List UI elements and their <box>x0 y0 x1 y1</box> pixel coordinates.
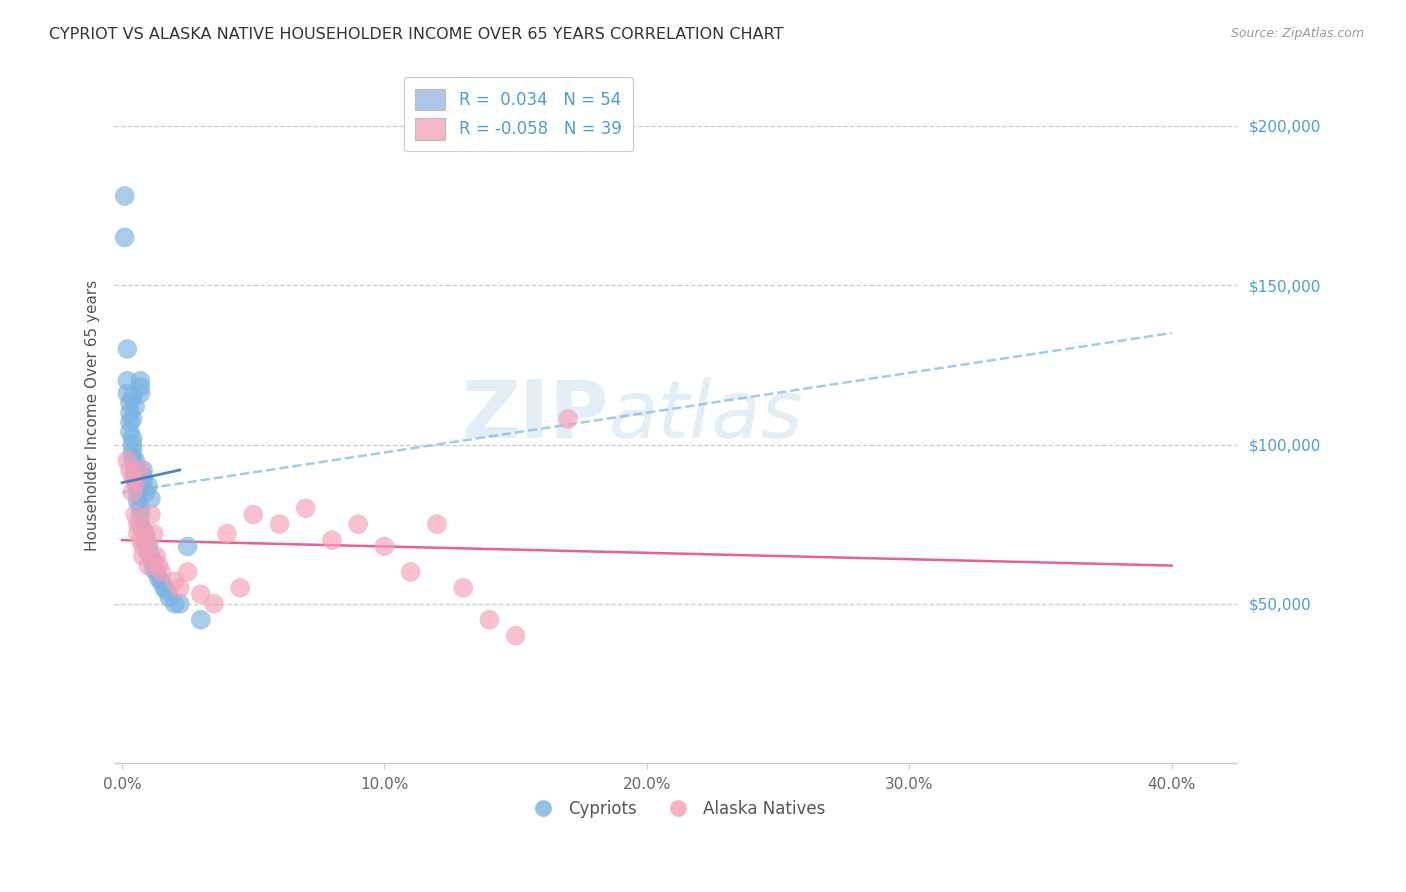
Point <box>127 526 149 541</box>
Point <box>145 565 167 579</box>
Point <box>132 469 155 483</box>
Point <box>127 482 149 496</box>
Point <box>135 530 157 544</box>
Point <box>127 475 149 490</box>
Point <box>124 508 146 522</box>
Point <box>121 469 143 483</box>
Point <box>156 584 179 599</box>
Point <box>557 412 579 426</box>
Point <box>129 501 152 516</box>
Point <box>142 555 165 569</box>
Point <box>169 597 191 611</box>
Point <box>505 629 527 643</box>
Point <box>117 386 139 401</box>
Point <box>163 574 186 589</box>
Point <box>114 189 136 203</box>
Point <box>426 517 449 532</box>
Text: Source: ZipAtlas.com: Source: ZipAtlas.com <box>1230 27 1364 40</box>
Point <box>163 597 186 611</box>
Y-axis label: Householder Income Over 65 years: Householder Income Over 65 years <box>86 280 100 551</box>
Point <box>136 540 159 554</box>
Point <box>121 431 143 445</box>
Point <box>135 536 157 550</box>
Point <box>150 574 173 589</box>
Point <box>127 517 149 532</box>
Point <box>321 533 343 547</box>
Point <box>176 540 198 554</box>
Point <box>117 374 139 388</box>
Point <box>132 540 155 554</box>
Point <box>139 491 162 506</box>
Point <box>136 558 159 573</box>
Point <box>118 415 141 429</box>
Point <box>136 540 159 554</box>
Point <box>373 540 395 554</box>
Point <box>135 526 157 541</box>
Point <box>121 443 143 458</box>
Point <box>124 453 146 467</box>
Point <box>145 549 167 563</box>
Point <box>124 475 146 490</box>
Point <box>242 508 264 522</box>
Point <box>142 562 165 576</box>
Point <box>202 597 225 611</box>
Point <box>399 565 422 579</box>
Point <box>169 581 191 595</box>
Point <box>132 475 155 490</box>
Point <box>176 565 198 579</box>
Point <box>148 571 170 585</box>
Point <box>157 591 180 605</box>
Point <box>127 488 149 502</box>
Point <box>229 581 252 595</box>
Point <box>132 549 155 563</box>
Point <box>215 526 238 541</box>
Point <box>121 437 143 451</box>
Point <box>121 450 143 465</box>
Point <box>129 517 152 532</box>
Point <box>129 533 152 547</box>
Point <box>127 495 149 509</box>
Legend: Cypriots, Alaska Natives: Cypriots, Alaska Natives <box>519 793 832 824</box>
Point <box>132 463 155 477</box>
Point <box>118 463 141 477</box>
Point <box>129 380 152 394</box>
Point <box>269 517 291 532</box>
Point <box>451 581 474 595</box>
Point <box>136 479 159 493</box>
Text: CYPRIOT VS ALASKA NATIVE HOUSEHOLDER INCOME OVER 65 YEARS CORRELATION CHART: CYPRIOT VS ALASKA NATIVE HOUSEHOLDER INC… <box>49 27 783 42</box>
Point <box>129 386 152 401</box>
Point <box>153 581 176 595</box>
Text: atlas: atlas <box>609 376 803 455</box>
Point <box>124 473 146 487</box>
Point <box>150 565 173 579</box>
Point <box>129 374 152 388</box>
Point <box>347 517 370 532</box>
Point <box>294 501 316 516</box>
Point <box>124 466 146 480</box>
Text: ZIP: ZIP <box>461 376 609 455</box>
Point <box>121 412 143 426</box>
Point <box>117 342 139 356</box>
Point <box>118 425 141 439</box>
Point <box>129 508 152 522</box>
Point <box>118 406 141 420</box>
Point <box>190 613 212 627</box>
Point <box>114 230 136 244</box>
Point <box>135 485 157 500</box>
Point <box>136 546 159 560</box>
Point <box>118 396 141 410</box>
Point <box>142 526 165 541</box>
Point <box>139 549 162 563</box>
Point <box>148 558 170 573</box>
Point <box>124 459 146 474</box>
Point <box>121 485 143 500</box>
Point <box>478 613 501 627</box>
Point <box>129 463 152 477</box>
Point <box>117 453 139 467</box>
Point <box>121 390 143 404</box>
Point <box>190 587 212 601</box>
Point <box>132 524 155 538</box>
Point <box>124 399 146 413</box>
Point <box>139 508 162 522</box>
